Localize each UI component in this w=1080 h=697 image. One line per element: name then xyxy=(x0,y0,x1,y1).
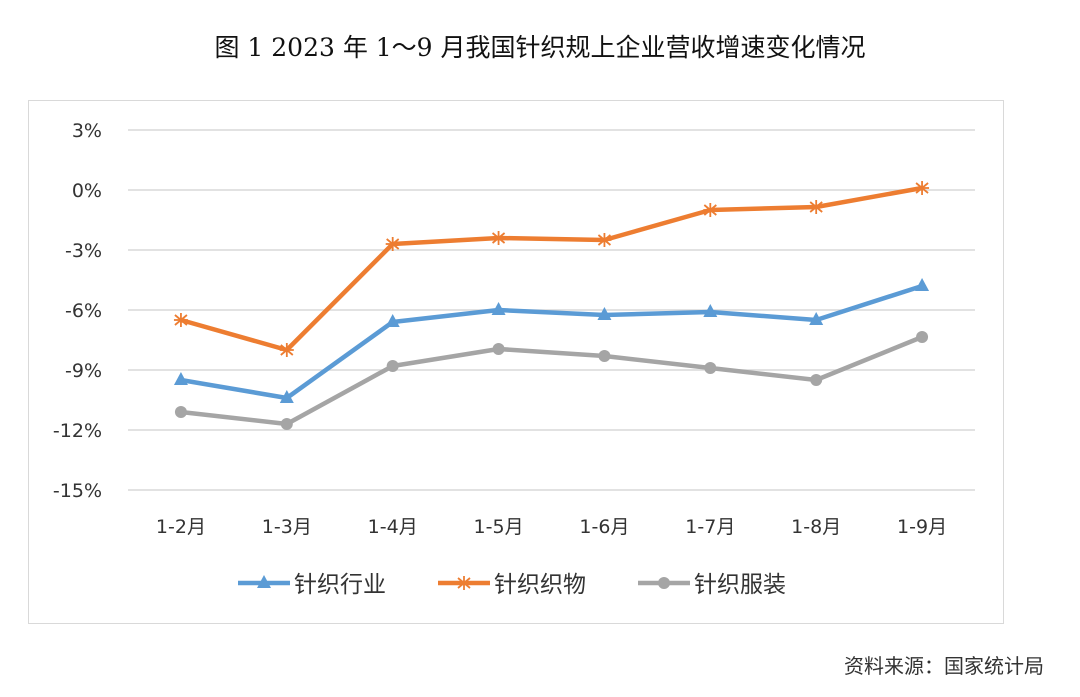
y-tick-label: -15% xyxy=(53,480,102,502)
legend-label: 针织服装 xyxy=(694,572,786,598)
legend-label: 针织织物 xyxy=(494,572,586,598)
data-point xyxy=(279,343,294,357)
y-tick-label: -6% xyxy=(65,300,102,322)
x-tick-label: 1-2月 xyxy=(156,516,206,538)
data-point xyxy=(915,181,930,195)
x-tick-label: 1-3月 xyxy=(262,516,312,538)
data-point xyxy=(174,406,187,418)
data-point xyxy=(491,231,506,245)
series-line-0 xyxy=(180,283,923,401)
source-note: 资料来源：国家统计局 xyxy=(844,654,1044,678)
x-tick-label: 1-9月 xyxy=(897,516,947,538)
data-point xyxy=(280,418,293,430)
x-tick-label: 1-4月 xyxy=(368,516,418,538)
data-point xyxy=(597,233,612,247)
x-tick-label: 1-5月 xyxy=(474,516,524,538)
data-point xyxy=(704,362,717,374)
data-point xyxy=(279,390,294,403)
data-point xyxy=(915,278,930,291)
x-tick-label: 1-6月 xyxy=(579,516,629,538)
legend-marker xyxy=(658,577,670,589)
x-tick-label: 1-8月 xyxy=(791,516,841,538)
y-tick-label: 0% xyxy=(72,180,102,202)
data-point xyxy=(386,360,399,372)
data-point xyxy=(173,313,188,327)
series-line-2 xyxy=(180,334,923,427)
data-point xyxy=(492,343,505,355)
y-tick-label: -12% xyxy=(53,420,102,442)
data-point xyxy=(916,331,929,343)
legend-marker xyxy=(257,575,271,588)
chart-frame xyxy=(28,100,1004,624)
y-tick-label: 3% xyxy=(72,120,102,142)
data-point xyxy=(809,312,824,325)
data-point xyxy=(385,237,400,251)
data-point xyxy=(703,203,718,217)
data-point xyxy=(598,350,611,362)
legend-marker xyxy=(457,576,471,590)
data-point xyxy=(809,200,824,214)
data-point xyxy=(491,302,506,315)
legend-label: 针织行业 xyxy=(294,572,386,598)
data-point xyxy=(703,304,718,317)
chart-title: 图 1 2023 年 1～9 月我国针织规上企业营收增速变化情况 xyxy=(214,33,866,62)
data-point xyxy=(597,307,612,320)
data-point xyxy=(385,314,400,327)
x-tick-label: 1-7月 xyxy=(685,516,735,538)
data-point xyxy=(173,372,188,385)
series-line-1 xyxy=(180,185,923,353)
y-tick-label: -3% xyxy=(65,240,102,262)
y-tick-label: -9% xyxy=(65,360,102,382)
data-point xyxy=(810,374,823,386)
